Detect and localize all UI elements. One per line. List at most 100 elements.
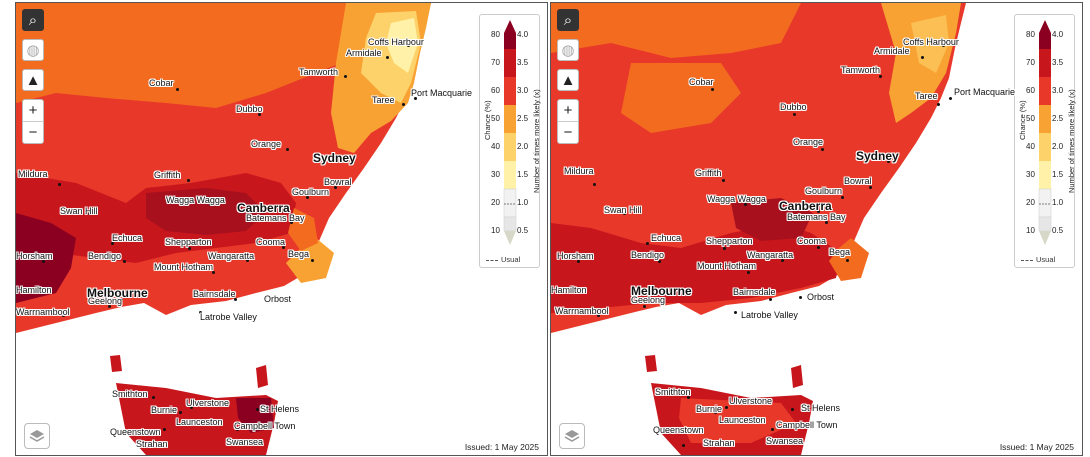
town-label: Bendigo bbox=[88, 251, 122, 261]
times-tick: 3.5 bbox=[1052, 58, 1064, 67]
town-label: Mildura bbox=[18, 169, 48, 179]
chance-tick: 30 bbox=[1026, 170, 1035, 179]
times-tick: 1.0 bbox=[1052, 198, 1064, 207]
map-toolbar: ⌕ ◍ ▲ + − bbox=[557, 9, 581, 144]
times-tick: 4.0 bbox=[1052, 30, 1064, 39]
globe-icon[interactable]: ◍ bbox=[22, 39, 44, 61]
zoom-out-button[interactable]: − bbox=[23, 121, 43, 143]
town-label: Bairnsdale bbox=[733, 287, 776, 297]
chance-tick: 60 bbox=[491, 86, 500, 95]
town-label: Ulverstone bbox=[186, 398, 230, 408]
town-label: Burnie bbox=[151, 405, 178, 415]
times-tick: 2.5 bbox=[1052, 114, 1064, 123]
town-label: Tamworth bbox=[299, 67, 339, 77]
chance-tick: 60 bbox=[1026, 86, 1035, 95]
town-label: Ulverstone bbox=[729, 396, 773, 406]
chance-tick: 20 bbox=[491, 198, 500, 207]
chance-tick: 80 bbox=[491, 30, 500, 39]
legend-times-title: Number of times more likely (x) bbox=[532, 89, 541, 193]
town-label: Bowral bbox=[324, 177, 352, 187]
town-label: Bega bbox=[829, 247, 851, 257]
town-label: Horsham bbox=[16, 251, 53, 261]
map-toolbar: ⌕ ◍ ▲ + − bbox=[22, 9, 46, 144]
town-label: Sydney bbox=[856, 149, 899, 163]
town-label: Latrobe Valley bbox=[200, 312, 257, 322]
legend: Chance (%) Number of times more likely (… bbox=[479, 14, 541, 268]
legend-usual: Usual bbox=[486, 255, 520, 264]
search-icon[interactable]: ⌕ bbox=[22, 9, 44, 31]
town-label: Cobar bbox=[149, 78, 174, 88]
town-label: Cooma bbox=[256, 237, 286, 247]
map-panel-right[interactable]: ⌕ ◍ ▲ + − Chance (%) Number of times mor… bbox=[550, 2, 1083, 456]
issued-date: Issued: 1 May 2025 bbox=[997, 441, 1076, 453]
town-label: Latrobe Valley bbox=[741, 310, 798, 320]
town-label: Burnie bbox=[696, 404, 723, 414]
legend-usual: Usual bbox=[1021, 255, 1055, 264]
zoom-in-button[interactable]: + bbox=[28, 102, 38, 119]
town-label: Goulburn bbox=[805, 186, 843, 196]
times-tick: 3.0 bbox=[1052, 86, 1064, 95]
town-label: Shepparton bbox=[165, 237, 212, 247]
town-label: Coffs Harbour bbox=[903, 37, 959, 47]
layers-icon[interactable] bbox=[559, 423, 585, 449]
map-canvas[interactable] bbox=[16, 3, 547, 455]
chance-tick: 70 bbox=[491, 58, 500, 67]
layers-icon[interactable] bbox=[24, 423, 50, 449]
town-label: Warrnambool bbox=[16, 307, 70, 317]
town-label: Sydney bbox=[313, 151, 356, 165]
town-label: Echuca bbox=[112, 233, 143, 243]
town-label: Orange bbox=[251, 139, 282, 149]
map-canvas[interactable] bbox=[551, 3, 1082, 455]
globe-icon[interactable]: ◍ bbox=[557, 39, 579, 61]
town-label: Tamworth bbox=[841, 65, 881, 75]
town-label: Hamilton bbox=[551, 285, 587, 295]
town-label: Bowral bbox=[844, 176, 872, 186]
chance-tick: 30 bbox=[491, 170, 500, 179]
town-label: Campbell Town bbox=[234, 421, 296, 431]
town-label: Armidale bbox=[346, 48, 382, 58]
australia-icon[interactable]: ▲ bbox=[22, 69, 44, 91]
map-panel-left[interactable]: ⌕ ◍ ▲ + − Chance (%) Number of times mor… bbox=[15, 2, 548, 456]
town-label: Geelong bbox=[631, 295, 666, 305]
town-label: Griffith bbox=[154, 170, 181, 180]
town-label: Strahan bbox=[703, 438, 735, 448]
town-label: Warrnambool bbox=[555, 306, 609, 316]
town-label: Orbost bbox=[807, 292, 835, 302]
town-label: Wagga Wagga bbox=[707, 194, 766, 204]
times-tick: 2.0 bbox=[1052, 142, 1064, 151]
zoom-out-button[interactable]: − bbox=[558, 121, 578, 143]
search-icon[interactable]: ⌕ bbox=[557, 9, 579, 31]
chance-tick: 10 bbox=[491, 226, 500, 235]
town-label: Strahan bbox=[136, 439, 168, 449]
times-tick: 1.5 bbox=[1052, 170, 1064, 179]
town-label: Shepparton bbox=[706, 236, 753, 246]
legend-colorbar bbox=[1038, 20, 1052, 245]
town-label: Canberra bbox=[237, 201, 290, 215]
town-label: Melbourne bbox=[631, 284, 692, 298]
town-label: Campbell Town bbox=[776, 420, 838, 430]
town-label: Wagga Wagga bbox=[166, 195, 225, 205]
town-label: Smithton bbox=[112, 389, 148, 399]
town-label: Griffith bbox=[695, 168, 722, 178]
australia-icon[interactable]: ▲ bbox=[557, 69, 579, 91]
zoom-in-button[interactable]: + bbox=[563, 102, 573, 119]
town-label: St Helens bbox=[801, 403, 841, 413]
issued-date: Issued: 1 May 2025 bbox=[462, 441, 541, 453]
town-label: Mount Hotham bbox=[154, 262, 214, 272]
town-label: Taree bbox=[372, 95, 395, 105]
times-tick: 0.5 bbox=[1052, 226, 1064, 235]
times-tick: 4.0 bbox=[517, 30, 529, 39]
chance-tick: 50 bbox=[491, 114, 500, 123]
town-label: Cobar bbox=[689, 77, 714, 87]
town-label: Canberra bbox=[779, 199, 832, 213]
town-label: Orbost bbox=[264, 294, 292, 304]
chance-tick: 40 bbox=[1026, 142, 1035, 151]
town-label: Cooma bbox=[797, 236, 827, 246]
town-label: Taree bbox=[915, 91, 938, 101]
town-label: Horsham bbox=[557, 251, 594, 261]
town-label: Swan Hill bbox=[604, 205, 642, 215]
town-label: St Helens bbox=[260, 404, 300, 414]
town-label: Orange bbox=[793, 137, 824, 147]
town-label: Swansea bbox=[226, 437, 264, 447]
chance-tick: 80 bbox=[1026, 30, 1035, 39]
